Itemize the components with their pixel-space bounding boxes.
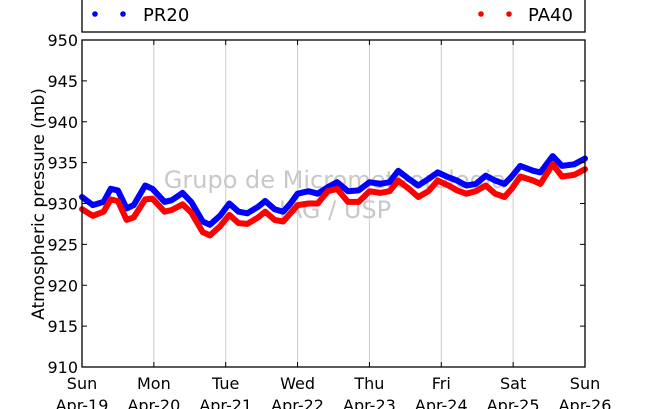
y-tick-label: 910 [47,358,78,377]
x-tick-date: Apr-19 [56,396,109,409]
x-tick-date: Apr-21 [199,396,252,409]
y-tick-label: 940 [47,113,78,132]
y-tick-label: 950 [47,31,78,50]
legend-box [81,0,586,33]
x-tick-day: Sun [570,374,600,393]
legend-label: PA40 [528,5,573,26]
series-group [79,153,588,239]
x-tick-date: Apr-23 [343,396,396,409]
legend-marker [92,11,98,17]
y-tick-label: 920 [47,276,78,295]
y-tick-label: 945 [47,72,78,91]
x-tick-day: Sun [67,374,97,393]
x-tick-day: Tue [211,374,239,393]
watermark-line: IAG / USP [279,196,391,224]
series-line-pa40 [79,161,588,239]
x-tick-date: Apr-22 [271,396,324,409]
y-axis: 910 915 920 925 930 935 940 945 950 [47,31,585,377]
y-tick-label: 915 [47,317,78,336]
legend-marker [120,11,126,17]
x-tick-date: Apr-25 [487,396,540,409]
series-line-pr20 [79,153,588,228]
legend-marker [478,11,484,17]
x-tick-day: Sat [500,374,526,393]
legend-marker [506,11,512,17]
legend: PR20 PA40 [92,5,573,26]
x-tick-day: Mon [137,374,171,393]
y-tick-label: 935 [47,154,78,173]
x-tick-date: Apr-26 [559,396,612,409]
y-axis-label: Atmospheric pressure (mb) [29,88,49,320]
y-tick-label: 930 [47,195,78,214]
legend-label: PR20 [143,5,189,26]
x-axis: Sun Apr-19 Mon Apr-20 Tue Apr-21 Wed Apr-22 Thu A… [56,40,612,409]
x-tick-day: Wed [280,374,315,393]
x-tick-day: Fri [432,374,451,393]
y-tick-label: 925 [47,235,78,254]
x-tick-day: Thu [353,374,384,393]
x-tick-date: Apr-20 [127,396,180,409]
x-tick-date: Apr-24 [415,396,468,409]
